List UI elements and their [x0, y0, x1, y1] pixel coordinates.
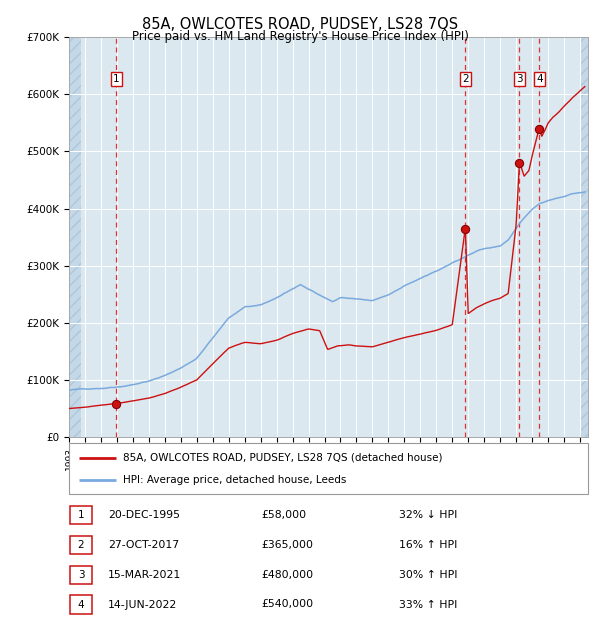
Text: 4: 4 [536, 74, 542, 84]
FancyBboxPatch shape [70, 595, 92, 614]
Point [461, 224, 470, 234]
Point [515, 158, 524, 168]
FancyBboxPatch shape [69, 443, 588, 494]
Text: 33% ↑ HPI: 33% ↑ HPI [399, 600, 457, 609]
Text: HPI: Average price, detached house, Leeds: HPI: Average price, detached house, Leed… [124, 475, 347, 485]
Point [535, 123, 544, 133]
Text: £540,000: £540,000 [261, 600, 313, 609]
Text: 15-MAR-2021: 15-MAR-2021 [108, 570, 181, 580]
Text: Price paid vs. HM Land Registry's House Price Index (HPI): Price paid vs. HM Land Registry's House … [131, 30, 469, 43]
Bar [581, 37, 588, 437]
FancyBboxPatch shape [70, 506, 92, 525]
Text: 16% ↑ HPI: 16% ↑ HPI [399, 540, 457, 550]
FancyBboxPatch shape [70, 565, 92, 584]
Text: 32% ↓ HPI: 32% ↓ HPI [399, 510, 457, 520]
Text: 30% ↑ HPI: 30% ↑ HPI [399, 570, 458, 580]
Text: 2: 2 [77, 540, 85, 550]
Text: 85A, OWLCOTES ROAD, PUDSEY, LS28 7QS (detached house): 85A, OWLCOTES ROAD, PUDSEY, LS28 7QS (de… [124, 453, 443, 463]
Text: £365,000: £365,000 [261, 540, 313, 550]
Text: £58,000: £58,000 [261, 510, 306, 520]
Text: 20-DEC-1995: 20-DEC-1995 [108, 510, 180, 520]
Text: 14-JUN-2022: 14-JUN-2022 [108, 600, 177, 609]
Point [112, 399, 121, 409]
Text: 27-OCT-2017: 27-OCT-2017 [108, 540, 179, 550]
Text: 85A, OWLCOTES ROAD, PUDSEY, LS28 7QS: 85A, OWLCOTES ROAD, PUDSEY, LS28 7QS [142, 17, 458, 32]
Text: 4: 4 [77, 600, 85, 609]
Text: 3: 3 [516, 74, 523, 84]
Text: 3: 3 [77, 570, 85, 580]
FancyBboxPatch shape [70, 536, 92, 554]
Text: 2: 2 [462, 74, 469, 84]
Bar [69, 37, 81, 437]
Text: £480,000: £480,000 [261, 570, 313, 580]
Text: 1: 1 [113, 74, 120, 84]
Text: 1: 1 [77, 510, 85, 520]
